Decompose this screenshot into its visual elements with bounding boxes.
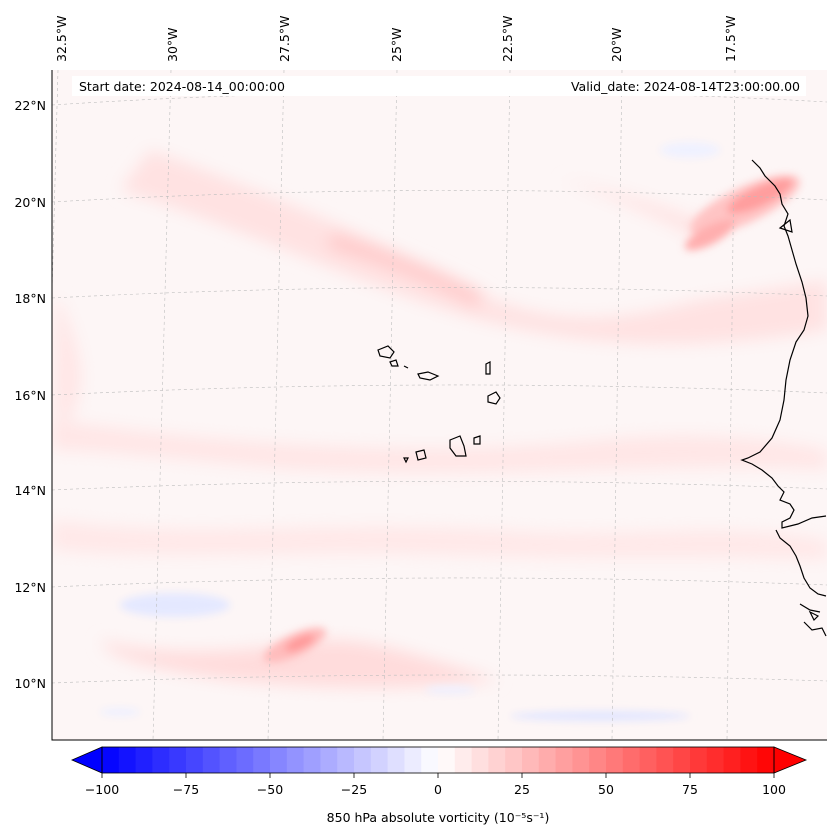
colorbar-cell <box>471 747 489 773</box>
colorbar-tick-label: −100 <box>85 782 119 797</box>
colorbar-cell <box>454 747 473 773</box>
colorbar-cell <box>387 747 405 773</box>
map-panel: Start date: 2024-08-14_00:00:00 Valid_da… <box>52 70 827 740</box>
colorbar: −100 −75 −50 −25 0 25 50 75 100 850 hPa … <box>70 746 808 825</box>
colorbar-cell <box>253 747 271 773</box>
colorbar-cell <box>656 747 674 773</box>
latitude-labels: 22°N 20°N 18°N 16°N 14°N 12°N 10°N <box>14 98 46 691</box>
vorticity-strong-positive <box>263 174 800 663</box>
valid-date-label: Valid_date: 2024-08-14T23:00:00.00 <box>571 79 800 94</box>
colorbar-tick-label: −75 <box>173 782 199 797</box>
colorbar-cell <box>488 747 506 773</box>
lon-label: 32.5°W <box>54 16 69 62</box>
graticule <box>52 70 827 740</box>
colorbar-cell <box>572 747 590 773</box>
lon-label: 27.5°W <box>277 16 292 62</box>
longitude-labels: 32.5°W 30°W 27.5°W 25°W 22.5°W 20°W 17.5… <box>54 16 738 62</box>
colorbar-cell <box>404 747 422 773</box>
map-border <box>51 70 827 741</box>
lat-label: 22°N <box>14 98 46 113</box>
colorbar-cell <box>102 747 120 773</box>
colorbar-cell <box>270 747 288 773</box>
colorbar-cell <box>169 747 187 773</box>
colorbar-min-extension <box>70 746 103 774</box>
vorticity-negative-patches <box>100 142 720 721</box>
lon-label: 17.5°W <box>723 16 738 62</box>
colorbar-cell <box>622 747 641 773</box>
colorbar-cell <box>740 747 758 773</box>
colorbar-cell <box>421 747 439 773</box>
colorbar-cell <box>538 747 557 773</box>
colorbar-cell <box>354 747 372 773</box>
lon-label: 25°W <box>389 27 404 62</box>
start-date-label: Start date: 2024-08-14_00:00:00 <box>79 79 285 94</box>
colorbar-cell <box>723 747 741 773</box>
colorbar-tick-marks <box>101 773 775 778</box>
colorbar-tick-label: 50 <box>598 782 614 797</box>
colorbar-cell <box>757 747 775 773</box>
colorbar-cell <box>202 747 221 773</box>
lat-label: 10°N <box>14 676 46 691</box>
colorbar-cell <box>118 747 137 773</box>
colorbar-label: 850 hPa absolute vorticity (10⁻⁵s⁻¹) <box>327 810 550 825</box>
colorbar-tick-label: −25 <box>341 782 367 797</box>
colorbar-cell <box>606 747 624 773</box>
colorbar-cell <box>673 747 691 773</box>
colorbar-tick-label: 0 <box>434 782 442 797</box>
lat-label: 20°N <box>14 195 46 210</box>
coastlines <box>377 159 827 637</box>
colorbar-cell <box>438 747 456 773</box>
date-label-background <box>72 76 806 96</box>
colorbar-cells <box>102 747 775 773</box>
west-africa-coastline <box>740 159 827 637</box>
cape-verde-islands <box>377 345 501 464</box>
colorbar-cell <box>505 747 523 773</box>
colorbar-cell <box>303 747 321 773</box>
lon-label: 20°W <box>609 27 624 62</box>
colorbar-cell <box>152 747 170 773</box>
lat-label: 12°N <box>14 580 46 595</box>
colorbar-cell <box>522 747 540 773</box>
colorbar-cell <box>589 747 607 773</box>
colorbar-cell <box>236 747 254 773</box>
lat-label: 16°N <box>14 388 46 403</box>
lon-label: 22.5°W <box>500 16 515 62</box>
colorbar-cell <box>337 747 355 773</box>
lon-label: 30°W <box>165 27 180 62</box>
lat-label: 18°N <box>14 291 46 306</box>
colorbar-tick-label: 75 <box>682 782 698 797</box>
colorbar-cell <box>286 747 305 773</box>
colorbar-cell <box>135 747 153 773</box>
vorticity-positive-bands <box>52 150 827 688</box>
colorbar-cell <box>706 747 725 773</box>
colorbar-cell <box>370 747 389 773</box>
colorbar-tick-label: −50 <box>257 782 283 797</box>
colorbar-cell <box>219 747 237 773</box>
colorbar-tick-label: 25 <box>514 782 530 797</box>
colorbar-max-extension <box>773 746 808 774</box>
colorbar-tick-label: 100 <box>762 782 786 797</box>
colorbar-ticks: −100 −75 −50 −25 0 25 50 75 100 <box>85 782 786 797</box>
colorbar-cell <box>186 747 204 773</box>
colorbar-cell <box>320 747 338 773</box>
colorbar-cell <box>555 747 573 773</box>
lat-label: 14°N <box>14 483 46 498</box>
colorbar-cell <box>639 747 657 773</box>
colorbar-cell <box>690 747 708 773</box>
